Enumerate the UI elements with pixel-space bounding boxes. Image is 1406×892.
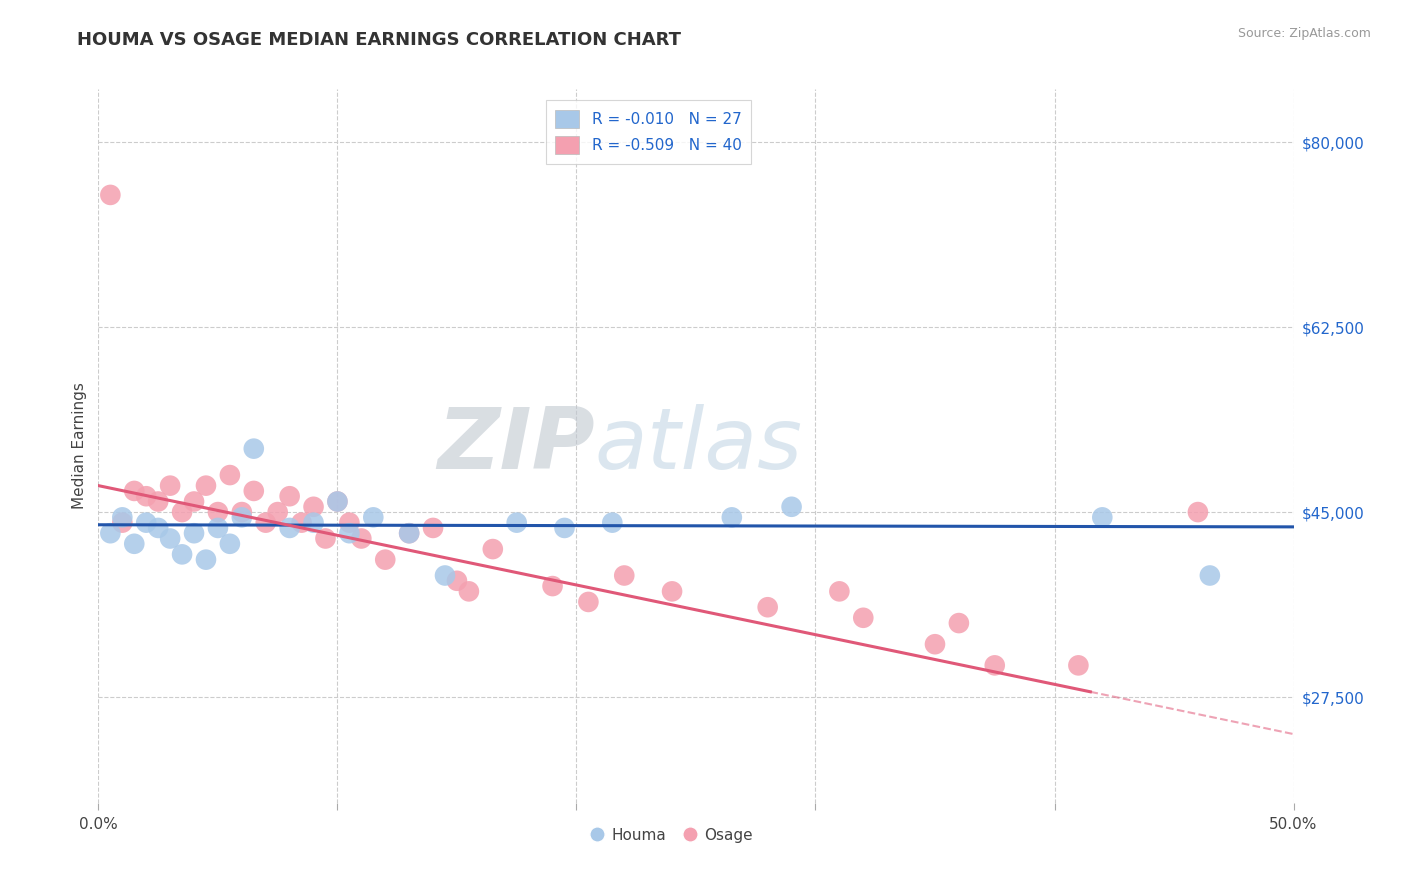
Point [780,500,803,514]
Point [148,521,170,535]
Point [207,521,229,535]
Text: ZIP: ZIP [437,404,595,488]
Point [984,658,1007,673]
Point [1187,505,1209,519]
Point [339,526,361,541]
Point [506,516,529,530]
Point [661,584,683,599]
Point [852,611,875,625]
Point [434,568,457,582]
Point [398,526,420,541]
Point [350,532,373,546]
Point [135,516,157,530]
Point [267,505,290,519]
Point [326,494,349,508]
Point [828,584,851,599]
Point [159,478,181,492]
Point [398,526,420,541]
Point [1091,510,1114,524]
Point [302,516,325,530]
Point [111,510,134,524]
Point [124,483,146,498]
Point [422,521,444,535]
Point [195,478,218,492]
Point [924,637,946,651]
Text: atlas: atlas [595,404,803,488]
Point [243,483,266,498]
Point [613,568,636,582]
Point [554,521,576,535]
Legend: Houma, Osage: Houma, Osage [585,822,759,848]
Point [278,489,301,503]
Point [159,532,181,546]
Point [1067,658,1090,673]
Point [98,188,122,202]
Point [481,542,505,557]
Point [243,442,266,456]
Point [135,489,157,503]
Point [948,616,970,631]
Point [278,521,301,535]
Point [207,505,229,519]
Point [326,494,349,508]
Point [219,537,242,551]
Point [195,552,218,566]
Point [231,505,253,519]
Point [183,526,205,541]
Point [254,516,277,530]
Point [219,468,242,483]
Point [374,552,396,566]
Point [98,526,122,541]
Point [172,547,194,561]
Point [721,510,744,524]
Point [446,574,468,588]
Point [172,505,194,519]
Point [231,510,253,524]
Point [756,600,779,615]
Point [578,595,600,609]
Point [541,579,564,593]
Y-axis label: Median Earnings: Median Earnings [72,383,87,509]
Text: HOUMA VS OSAGE MEDIAN EARNINGS CORRELATION CHART: HOUMA VS OSAGE MEDIAN EARNINGS CORRELATI… [77,31,682,49]
Point [339,516,361,530]
Point [291,516,314,530]
Point [183,494,205,508]
Text: Source: ZipAtlas.com: Source: ZipAtlas.com [1237,27,1371,40]
Point [315,532,337,546]
Point [602,516,624,530]
Point [302,500,325,514]
Point [148,494,170,508]
Point [363,510,385,524]
Point [111,516,134,530]
Point [458,584,481,599]
Point [1199,568,1222,582]
Point [124,537,146,551]
